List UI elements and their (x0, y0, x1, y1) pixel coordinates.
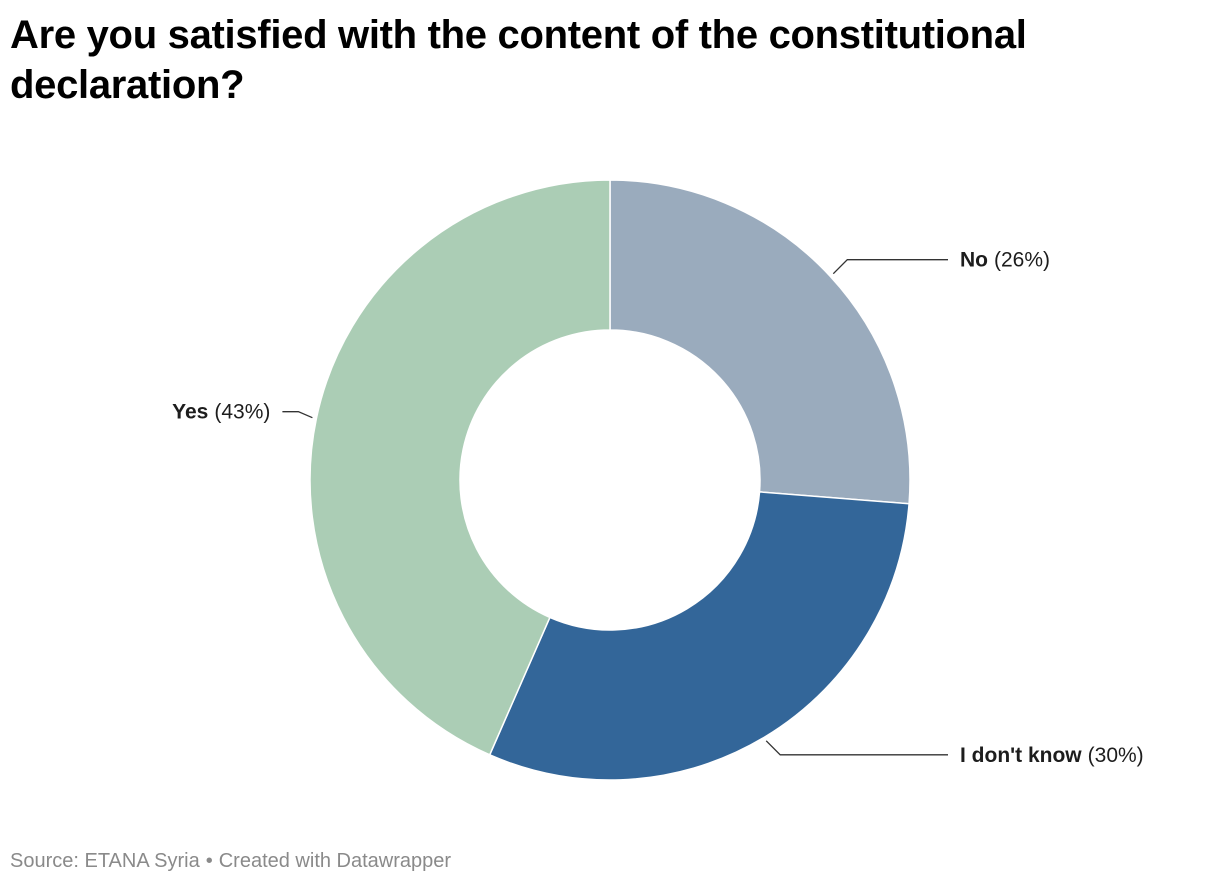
slice-label-name: Yes (172, 401, 208, 424)
slice-label-name: No (960, 249, 988, 272)
leader-line-i-don-t-know (765, 740, 948, 756)
slice-label-value: (30%) (1088, 744, 1144, 767)
donut-chart-svg: No (26%) I don't know (30%) Yes (43%) (172, 179, 1144, 781)
slice-label-no: No (26%) (960, 249, 1050, 272)
slice-label-name: I don't know (960, 744, 1082, 767)
leader-line-yes (282, 411, 313, 419)
slice-yes (309, 179, 611, 756)
leader-line-no (832, 259, 948, 275)
footer-separator: • (205, 850, 213, 872)
source-note: Source: ETANA Syria (10, 850, 200, 872)
slice-label-yes: Yes (43%) (172, 401, 270, 424)
donut-chart: No (26%) I don't know (30%) Yes (43%) (0, 130, 1220, 830)
slice-no (609, 179, 911, 505)
donut-slices (309, 179, 911, 781)
slice-label-value: (26%) (994, 249, 1050, 272)
chart-title: Are you satisfied with the content of th… (10, 13, 1027, 107)
credit-note: Created with Datawrapper (218, 850, 452, 872)
slice-i-don-t-know (488, 491, 910, 781)
chart-footer: Source: ETANA Syria • Created with Datawra… (10, 850, 451, 873)
slice-label-value: (43%) (214, 401, 270, 424)
donut-labels: No (26%) I don't know (30%) Yes (43%) (172, 249, 1144, 767)
slice-label-i-don-t-know: I don't know (30%) (960, 744, 1144, 767)
